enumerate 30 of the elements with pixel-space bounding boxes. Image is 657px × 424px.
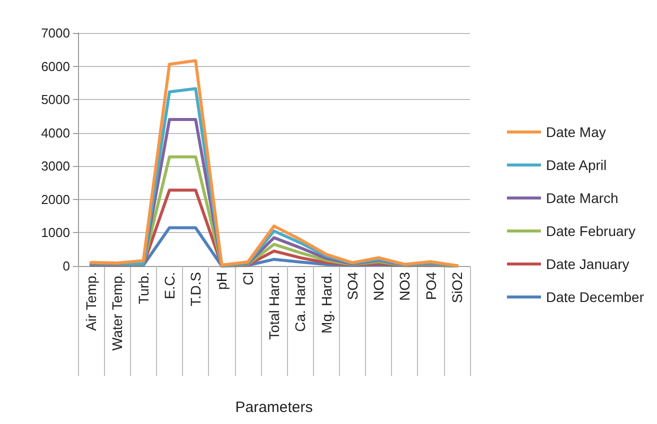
legend-label: Date January <box>546 256 630 272</box>
x-tick-label: PO4 <box>422 272 439 300</box>
x-tick-label: SO4 <box>344 272 360 300</box>
legend-label: Date December <box>546 289 644 305</box>
y-tick-label: 3000 <box>41 158 70 174</box>
x-tick-label: NO2 <box>370 272 387 301</box>
x-tick-label: E.C. <box>161 272 178 300</box>
y-tick-label: 7000 <box>41 26 70 40</box>
x-tick-label: Mg. Hard. <box>318 272 334 334</box>
y-tick-label: 1000 <box>41 225 70 240</box>
y-tick-label: 0 <box>62 258 70 274</box>
x-tick-label: Turb. <box>135 272 152 304</box>
legend-label: Date April <box>546 157 607 173</box>
x-tick-label: SiO2 <box>448 272 465 304</box>
x-tick-label: Total Hard. <box>266 272 282 340</box>
x-axis-title: Parameters <box>235 399 313 416</box>
legend-label: Date May <box>546 124 606 140</box>
legend-label: Date February <box>546 223 636 239</box>
x-tick-label: pH <box>214 272 230 290</box>
x-tick-label: Water Temp. <box>109 272 126 351</box>
y-tick-label: 2000 <box>41 192 70 207</box>
y-tick-label: 4000 <box>41 125 70 140</box>
x-tick-label: Air Temp. <box>83 272 100 331</box>
x-tick-label: Cl <box>240 272 256 286</box>
y-tick-label: 6000 <box>41 58 70 74</box>
x-tick-label: Ca. Hard. <box>292 272 308 332</box>
x-tick-label: NO3 <box>396 272 413 301</box>
y-tick-label: 5000 <box>41 92 70 108</box>
x-tick-label: T.D.S <box>188 272 204 306</box>
legend-label: Date March <box>546 190 618 206</box>
